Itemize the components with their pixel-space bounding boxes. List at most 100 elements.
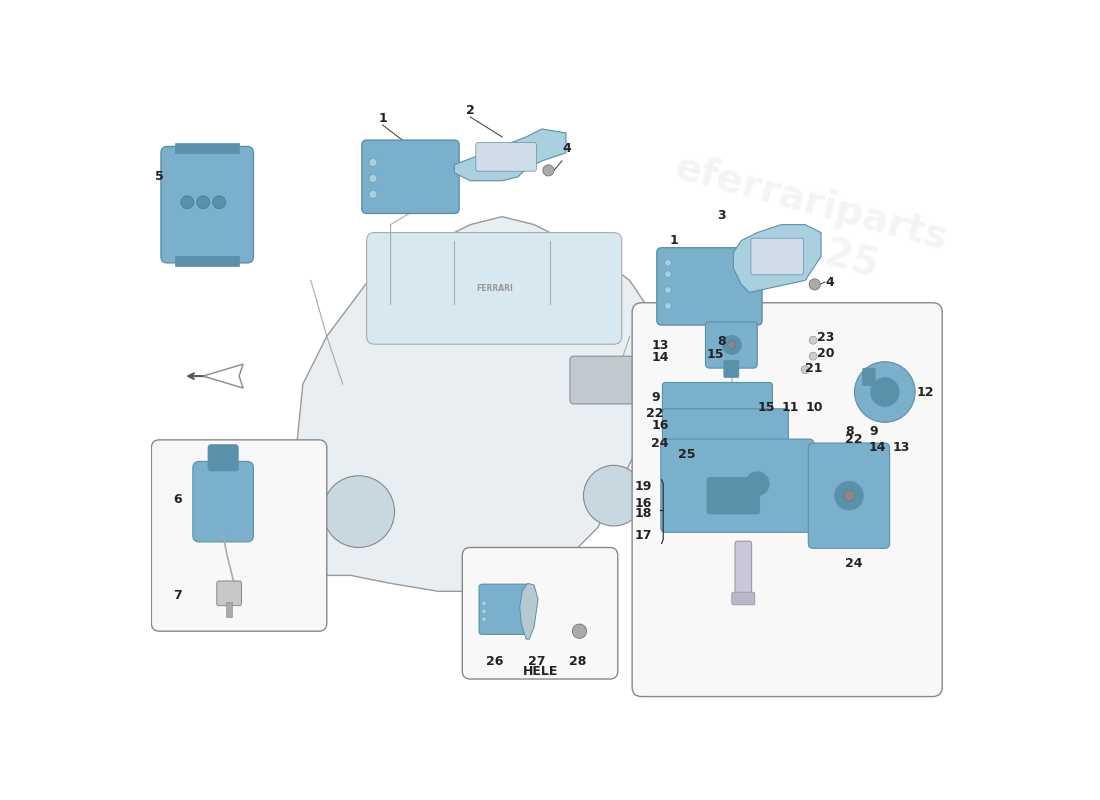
FancyBboxPatch shape: [462, 547, 618, 679]
Text: 26: 26: [485, 655, 503, 668]
Circle shape: [664, 260, 671, 266]
FancyBboxPatch shape: [862, 368, 876, 386]
Text: 15: 15: [757, 402, 774, 414]
FancyBboxPatch shape: [208, 445, 239, 471]
Text: a passion for parts: a passion for parts: [499, 366, 728, 466]
Circle shape: [664, 302, 671, 309]
FancyBboxPatch shape: [735, 541, 751, 598]
Circle shape: [572, 624, 586, 638]
FancyBboxPatch shape: [662, 382, 772, 413]
Text: FERRARI: FERRARI: [476, 284, 513, 293]
Bar: [226, 602, 232, 617]
Circle shape: [801, 366, 810, 374]
Text: 10: 10: [805, 402, 823, 414]
Text: 16: 16: [651, 419, 669, 432]
Circle shape: [664, 286, 671, 293]
Circle shape: [482, 617, 486, 622]
FancyBboxPatch shape: [152, 440, 327, 631]
Circle shape: [723, 335, 741, 354]
Text: 1: 1: [670, 234, 679, 247]
Text: 9: 9: [869, 426, 878, 438]
Text: 19: 19: [635, 479, 652, 493]
FancyBboxPatch shape: [705, 322, 757, 368]
Text: 14: 14: [869, 442, 887, 454]
Text: 12: 12: [916, 386, 934, 398]
Text: HELE: HELE: [522, 665, 558, 678]
Bar: [175, 257, 239, 266]
Text: 11: 11: [781, 402, 799, 414]
Circle shape: [810, 279, 821, 290]
Circle shape: [844, 490, 855, 502]
FancyBboxPatch shape: [707, 478, 760, 514]
Circle shape: [322, 476, 395, 547]
Text: 5: 5: [155, 170, 164, 183]
Text: 2: 2: [466, 104, 475, 117]
Text: 28: 28: [569, 655, 586, 668]
FancyBboxPatch shape: [724, 360, 739, 378]
Polygon shape: [204, 364, 243, 388]
Circle shape: [746, 472, 769, 496]
Text: 15: 15: [706, 348, 724, 361]
Polygon shape: [519, 583, 538, 639]
FancyBboxPatch shape: [217, 581, 242, 606]
Text: 3: 3: [717, 209, 726, 222]
Text: 25: 25: [678, 448, 695, 461]
Circle shape: [542, 165, 554, 176]
Text: eferrariparts
      125: eferrariparts 125: [659, 149, 952, 301]
FancyBboxPatch shape: [662, 409, 789, 443]
Text: 9: 9: [651, 391, 660, 404]
Circle shape: [664, 271, 671, 278]
Text: 22: 22: [646, 407, 663, 420]
Text: 8: 8: [845, 426, 854, 438]
FancyBboxPatch shape: [366, 233, 622, 344]
Circle shape: [810, 336, 817, 344]
FancyBboxPatch shape: [478, 584, 529, 634]
Text: 24: 24: [651, 438, 669, 450]
Text: 24: 24: [845, 557, 862, 570]
Text: 20: 20: [817, 347, 835, 360]
Text: 8: 8: [717, 335, 725, 348]
Text: 27: 27: [528, 655, 546, 668]
Text: 7: 7: [173, 589, 182, 602]
Text: 18: 18: [635, 506, 652, 520]
Circle shape: [482, 601, 486, 606]
FancyBboxPatch shape: [632, 302, 943, 697]
Circle shape: [870, 378, 899, 406]
Circle shape: [197, 196, 210, 209]
Circle shape: [212, 196, 226, 209]
FancyBboxPatch shape: [751, 238, 803, 275]
Polygon shape: [734, 225, 821, 292]
FancyBboxPatch shape: [161, 146, 253, 263]
FancyBboxPatch shape: [732, 592, 755, 605]
Circle shape: [835, 482, 864, 510]
Bar: [175, 143, 239, 153]
Text: 1: 1: [378, 112, 387, 125]
Text: 13: 13: [651, 339, 669, 352]
Circle shape: [810, 352, 817, 360]
Text: 21: 21: [805, 362, 823, 374]
Text: 4: 4: [825, 275, 834, 289]
Circle shape: [368, 190, 377, 198]
FancyBboxPatch shape: [808, 443, 890, 548]
Text: 17: 17: [635, 529, 652, 542]
Circle shape: [368, 174, 377, 182]
Text: 23: 23: [817, 331, 835, 344]
Circle shape: [855, 362, 915, 422]
FancyBboxPatch shape: [476, 142, 537, 171]
Circle shape: [180, 196, 194, 209]
Text: 14: 14: [651, 351, 669, 364]
Polygon shape: [295, 217, 653, 591]
Circle shape: [583, 466, 645, 526]
Circle shape: [728, 341, 736, 349]
Text: 16: 16: [635, 497, 652, 510]
FancyBboxPatch shape: [570, 356, 634, 404]
Text: 6: 6: [173, 493, 182, 506]
Circle shape: [368, 158, 377, 166]
Polygon shape: [454, 129, 565, 181]
FancyBboxPatch shape: [362, 140, 459, 214]
Text: 4: 4: [562, 142, 571, 155]
FancyBboxPatch shape: [192, 462, 253, 542]
FancyBboxPatch shape: [657, 248, 762, 325]
Text: 13: 13: [893, 442, 910, 454]
FancyBboxPatch shape: [661, 439, 814, 532]
